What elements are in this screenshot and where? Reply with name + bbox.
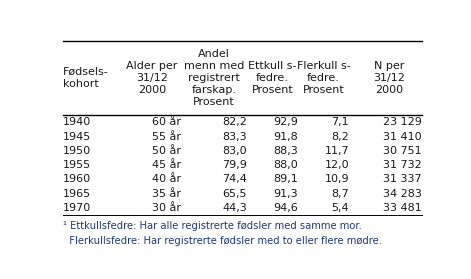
Text: 92,9: 92,9 xyxy=(273,117,298,127)
Text: 45 år: 45 år xyxy=(152,160,181,170)
Text: 1970: 1970 xyxy=(63,203,91,213)
Text: Andel
menn med
registrert
farskap.
Prosent: Andel menn med registrert farskap. Prose… xyxy=(184,49,244,107)
Text: 30 751: 30 751 xyxy=(383,146,422,156)
Text: 30 år: 30 år xyxy=(152,203,181,213)
Text: 5,4: 5,4 xyxy=(332,203,349,213)
Text: 1965: 1965 xyxy=(63,189,91,199)
Text: 74,4: 74,4 xyxy=(222,174,247,184)
Text: Flerkullsfedre: Har registrerte fødsler med to eller flere mødre.: Flerkullsfedre: Har registrerte fødsler … xyxy=(63,236,382,246)
Text: 31 410: 31 410 xyxy=(383,131,422,141)
Text: Fødsels-
kohort: Fødsels- kohort xyxy=(63,67,109,89)
Text: 83,3: 83,3 xyxy=(222,131,247,141)
Text: 89,1: 89,1 xyxy=(273,174,298,184)
Text: 23 129: 23 129 xyxy=(383,117,422,127)
Text: 7,1: 7,1 xyxy=(332,117,349,127)
Text: 82,2: 82,2 xyxy=(222,117,247,127)
Text: 91,3: 91,3 xyxy=(273,189,298,199)
Text: 33 481: 33 481 xyxy=(383,203,422,213)
Text: 50 år: 50 år xyxy=(152,146,181,156)
Text: 65,5: 65,5 xyxy=(222,189,247,199)
Text: 8,7: 8,7 xyxy=(331,189,349,199)
Text: 35 år: 35 år xyxy=(152,189,181,199)
Text: 1940: 1940 xyxy=(63,117,91,127)
Text: 55 år: 55 år xyxy=(152,131,181,141)
Text: 11,7: 11,7 xyxy=(325,146,349,156)
Text: 83,0: 83,0 xyxy=(222,146,247,156)
Text: 1950: 1950 xyxy=(63,146,91,156)
Text: 1960: 1960 xyxy=(63,174,91,184)
Text: 1955: 1955 xyxy=(63,160,91,170)
Text: 1945: 1945 xyxy=(63,131,91,141)
Text: 94,6: 94,6 xyxy=(273,203,298,213)
Text: 60 år: 60 år xyxy=(152,117,181,127)
Text: Flerkull s-
fedre.
Prosent: Flerkull s- fedre. Prosent xyxy=(297,61,350,95)
Text: 88,0: 88,0 xyxy=(273,160,298,170)
Text: 40 år: 40 år xyxy=(152,174,181,184)
Text: 31 732: 31 732 xyxy=(383,160,422,170)
Text: Alder per
31/12
2000: Alder per 31/12 2000 xyxy=(126,61,178,95)
Text: 12,0: 12,0 xyxy=(325,160,349,170)
Text: Ettkull s-
fedre.
Prosent: Ettkull s- fedre. Prosent xyxy=(248,61,297,95)
Text: 91,8: 91,8 xyxy=(273,131,298,141)
Text: 79,9: 79,9 xyxy=(222,160,247,170)
Text: ¹ Ettkullsfedre: Har alle registrerte fødsler med samme mor.: ¹ Ettkullsfedre: Har alle registrerte fø… xyxy=(63,221,362,231)
Text: N per
31/12
2000: N per 31/12 2000 xyxy=(374,61,405,95)
Text: 44,3: 44,3 xyxy=(222,203,247,213)
Text: 10,9: 10,9 xyxy=(325,174,349,184)
Text: 8,2: 8,2 xyxy=(331,131,349,141)
Text: 31 337: 31 337 xyxy=(383,174,422,184)
Text: 34 283: 34 283 xyxy=(383,189,422,199)
Text: 88,3: 88,3 xyxy=(273,146,298,156)
